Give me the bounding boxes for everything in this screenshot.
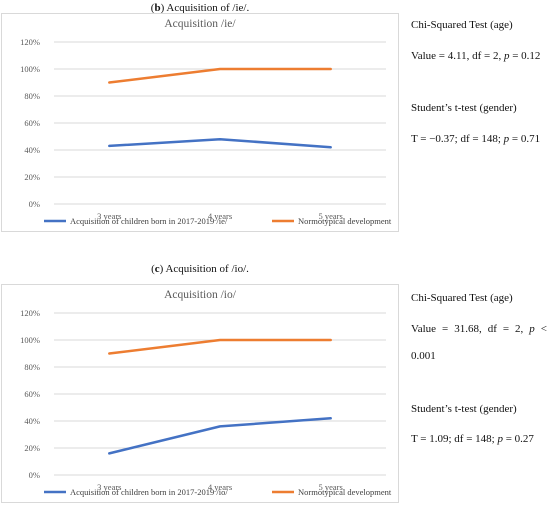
y-tick-label: 20% xyxy=(24,443,40,453)
y-tick-label: 60% xyxy=(24,389,40,399)
caption-c: (c) Acquisition of /io/. xyxy=(151,263,249,275)
caption-text: ) Acquisition of /ie/. xyxy=(160,2,250,14)
chart-svg-ie: Acquisition /ie/0% 20% 40% 60% 80% 100% 120% 3 … xyxy=(20,18,392,226)
series-line-2 xyxy=(108,338,332,355)
t-test-value: T = −0.37; df = 148; p = 0.71 xyxy=(411,133,541,145)
y-tick-label: 80% xyxy=(24,362,40,372)
x-tick-label: 3 years xyxy=(97,211,121,221)
chart-title: Acquisition /ie/ xyxy=(164,18,236,30)
y-tick-label: 60% xyxy=(24,118,40,128)
series-line-1 xyxy=(108,137,332,149)
t-test-title: Student’s t-test (gender) xyxy=(411,403,517,415)
chart-svg-io: Acquisition /io/0% 20% 40% 60% 80% 100% 120% 3 … xyxy=(20,289,392,497)
y-tick-label: 40% xyxy=(24,145,40,155)
y-tick-label: 80% xyxy=(24,91,40,101)
y-tick-label: 0% xyxy=(29,199,40,209)
legend-label: Normotypical development xyxy=(298,487,392,497)
y-tick-label: 120% xyxy=(20,37,40,47)
chart-acquisition-io: Acquisition /io/0% 20% 40% 60% 80% 100% 120% 3 … xyxy=(1,284,399,503)
series-line-1 xyxy=(108,417,332,455)
t-test-title: Student’s t-test (gender) xyxy=(411,102,517,114)
legend-label: Acquisition of children born in 2017-201… xyxy=(70,487,228,497)
caption-letter: b xyxy=(154,2,161,14)
y-tick-label: 40% xyxy=(24,416,40,426)
t-test-value: T = 1.09; df = 148; p = 0.27 xyxy=(411,433,534,445)
y-tick-label: 100% xyxy=(20,64,40,74)
caption-text: ) Acquisition of /io/. xyxy=(159,263,249,275)
y-tick-label: 120% xyxy=(20,308,40,318)
chart-title: Acquisition /io/ xyxy=(164,289,237,301)
x-tick-label: 4 years xyxy=(208,211,232,221)
y-tick-label: 20% xyxy=(24,172,40,182)
x-tick-label: 3 years xyxy=(97,482,121,492)
y-tick-label: 0% xyxy=(29,470,40,480)
x-tick-label: 5 years xyxy=(319,482,343,492)
caption-b: (b) Acquisition of /ie/. xyxy=(150,2,250,14)
x-tick-label: 5 years xyxy=(319,211,343,221)
y-tick-label: 100% xyxy=(20,335,40,345)
chi-squared-value-line2: 0.001 xyxy=(411,350,436,362)
chi-squared-title: Chi-Squared Test (age) xyxy=(411,19,513,31)
chi-squared-title: Chi-Squared Test (age) xyxy=(411,292,513,304)
x-tick-label: 4 years xyxy=(208,482,232,492)
series-line-2 xyxy=(108,67,332,84)
caption-letter: c xyxy=(154,263,160,275)
chart-acquisition-ie: Acquisition /ie/0% 20% 40% 60% 80% 100% 120% 3 … xyxy=(1,13,399,232)
chi-squared-value: Value = 4.11, df = 2, p = 0.12 xyxy=(411,50,541,62)
legend-label: Acquisition of children born in 2017-201… xyxy=(70,216,228,226)
legend-label: Normotypical development xyxy=(298,216,392,226)
chi-squared-value-line1: Value = 31.68, df = 2, p < xyxy=(411,323,547,335)
